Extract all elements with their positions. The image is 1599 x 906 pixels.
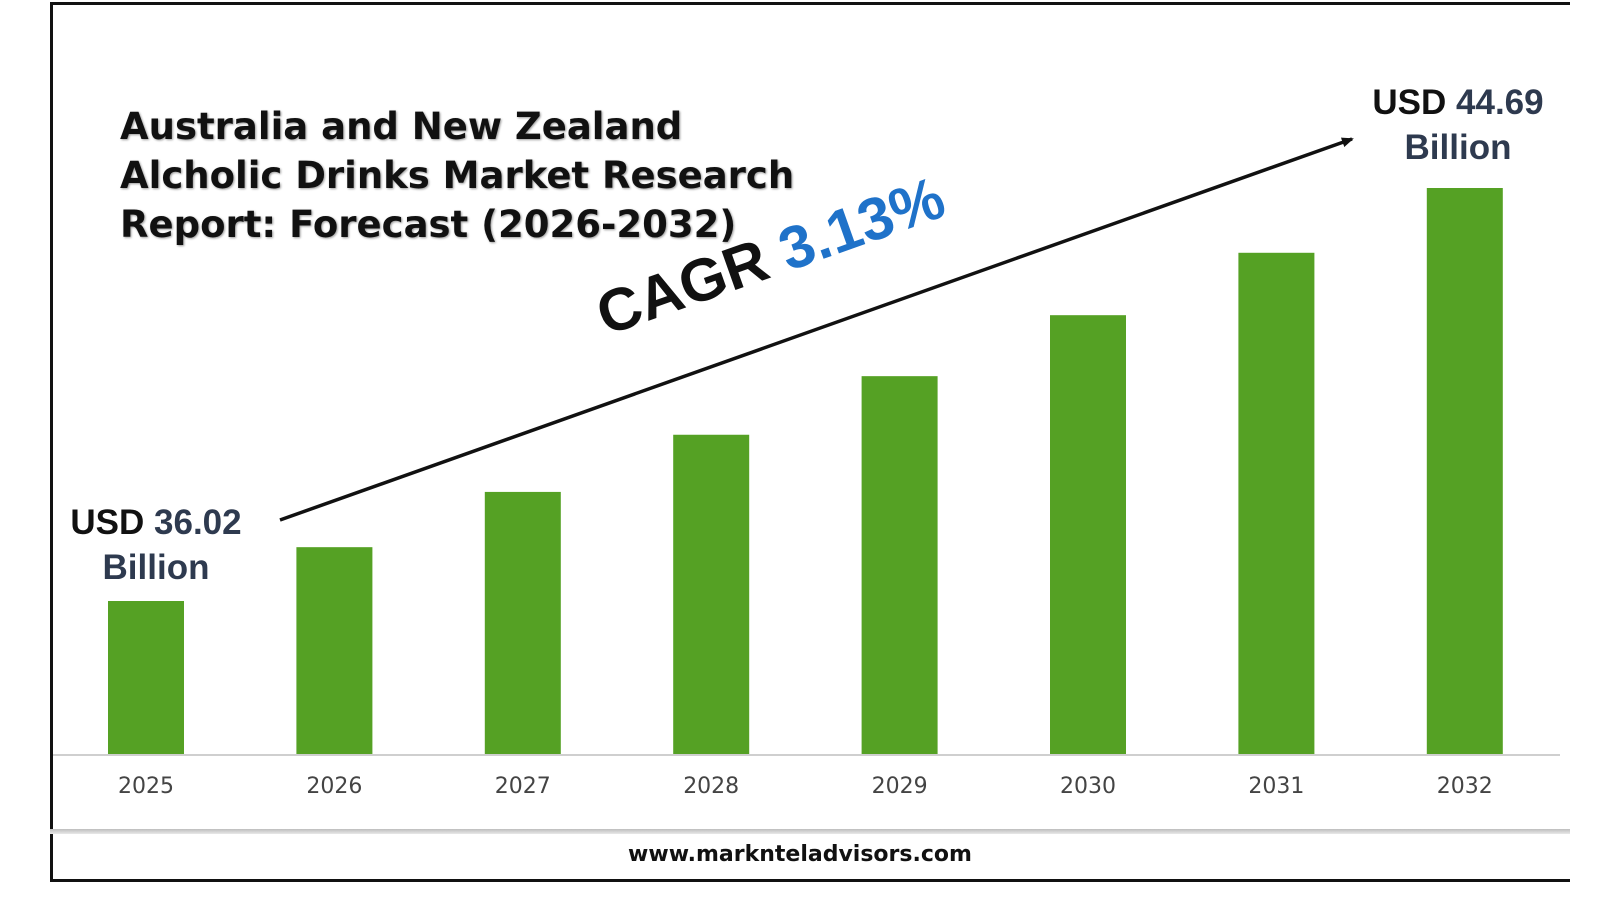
x-tick-label-2031: 2031 [1248, 774, 1304, 799]
start-value-unit: Billion [102, 548, 210, 587]
x-tick-label-2032: 2032 [1437, 774, 1493, 799]
end-value-callout: USD 44.69 Billion [1360, 80, 1556, 170]
end-value-currency: USD [1372, 83, 1447, 122]
start-value-currency: USD [70, 503, 145, 542]
chart-title: Australia and New Zealand Alcholic Drink… [120, 105, 795, 246]
end-value-amount: 44.69 [1456, 83, 1544, 122]
footer-divider [50, 829, 1570, 834]
bar-2029 [861, 376, 938, 754]
bar-2028 [673, 434, 750, 754]
start-value-amount: 36.02 [154, 503, 242, 542]
x-tick-label-2027: 2027 [495, 774, 551, 799]
end-value-unit: Billion [1404, 128, 1512, 167]
x-tick-label-2025: 2025 [118, 774, 174, 799]
x-tick-label-2029: 2029 [872, 774, 928, 799]
footer-website-link[interactable]: www.marknteladvisors.com [628, 842, 972, 867]
start-value-callout: USD 36.02 Billion [58, 500, 254, 590]
x-tick-label-2030: 2030 [1060, 774, 1116, 799]
cagr-trend-arrow [279, 137, 1354, 522]
bar-2032 [1426, 188, 1503, 754]
bar-2026 [296, 547, 373, 754]
bar-2025 [108, 601, 184, 754]
bar-2027 [484, 491, 561, 754]
bar-2030 [1050, 315, 1126, 754]
x-tick-label-2028: 2028 [683, 774, 739, 799]
x-tick-label-2026: 2026 [306, 774, 362, 799]
bar-2031 [1238, 252, 1315, 755]
